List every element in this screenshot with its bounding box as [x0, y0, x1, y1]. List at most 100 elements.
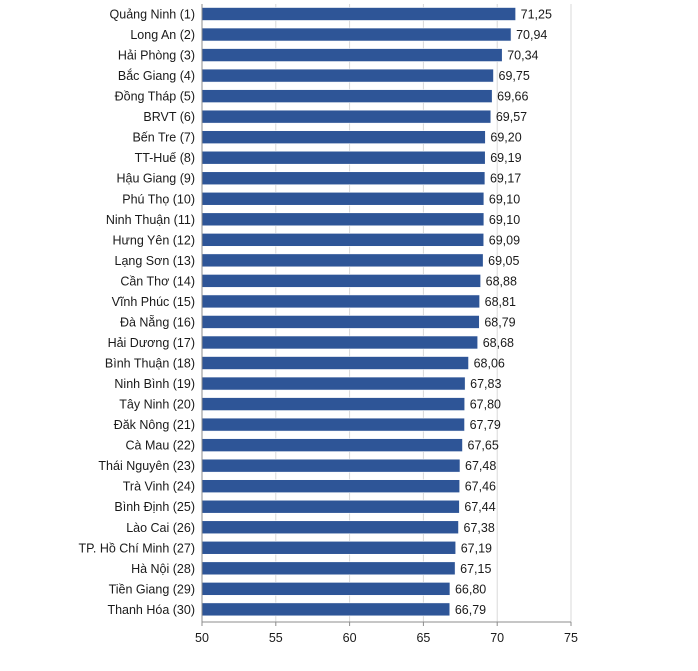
x-tick-label: 70	[490, 631, 504, 645]
category-label: Ninh Thuận (11)	[106, 213, 195, 227]
value-label: 67,79	[470, 418, 501, 432]
category-label: Bình Thuận (18)	[105, 357, 195, 371]
value-label: 69,10	[489, 213, 520, 227]
value-label: 68,06	[474, 357, 505, 371]
bar	[201, 561, 456, 576]
value-label: 70,34	[507, 49, 538, 63]
category-label: Phú Thọ (10)	[122, 192, 195, 206]
value-label: 66,79	[455, 603, 486, 617]
category-label: Hưng Yên (12)	[113, 233, 196, 247]
bar	[201, 48, 503, 62]
value-label: 67,46	[465, 480, 496, 494]
bar	[201, 294, 480, 309]
bar	[201, 171, 486, 186]
value-label: 71,25	[521, 8, 552, 22]
category-label: Cần Thơ (14)	[120, 274, 195, 288]
category-label: Tây Ninh (20)	[119, 398, 195, 412]
value-label: 69,10	[489, 192, 520, 206]
category-label: TP. Hồ Chí Minh (27)	[79, 541, 195, 555]
category-label: Thái Nguyên (23)	[98, 459, 195, 473]
x-tick-label: 65	[416, 631, 430, 645]
value-label: 67,48	[465, 459, 496, 473]
category-label: Long An (2)	[130, 28, 195, 42]
value-label: 68,79	[484, 315, 515, 329]
bar	[201, 540, 457, 555]
bar	[201, 397, 466, 411]
value-label: 70,94	[516, 28, 547, 42]
value-label: 66,80	[455, 582, 486, 596]
value-label: 69,09	[489, 233, 520, 247]
bar	[201, 582, 451, 596]
bar	[201, 417, 465, 432]
bar	[201, 212, 485, 227]
value-label: 67,19	[461, 541, 492, 555]
value-label: 69,66	[497, 90, 528, 104]
category-label: Thanh Hóa (30)	[107, 603, 195, 617]
category-label: Tiền Giang (29)	[109, 582, 195, 596]
value-label: 68,81	[485, 295, 516, 309]
category-label: Quảng Ninh (1)	[110, 8, 195, 22]
value-label: 67,15	[460, 562, 491, 576]
category-label: Bình Định (25)	[114, 500, 195, 514]
bar	[201, 335, 479, 350]
bar	[201, 499, 460, 514]
value-label: 67,38	[464, 521, 495, 535]
bar	[201, 253, 484, 268]
category-label: Ninh Bình (19)	[114, 377, 195, 391]
bar	[201, 89, 493, 103]
bar	[201, 233, 485, 247]
value-label: 68,68	[483, 336, 514, 350]
bar	[201, 68, 494, 83]
value-label: 69,75	[499, 69, 530, 83]
category-label: Đăk Nông (21)	[114, 418, 195, 432]
bar	[201, 7, 516, 21]
category-label: Cà Mau (22)	[126, 439, 195, 453]
category-label: Đà Nẵng (16)	[120, 314, 195, 329]
category-label: Đồng Tháp (5)	[115, 90, 195, 104]
bar	[201, 315, 480, 329]
bar	[201, 602, 451, 617]
category-label: Hải Phòng (3)	[118, 49, 195, 63]
category-label: TT-Huế (8)	[135, 151, 195, 165]
category-label: Hải Dương (17)	[108, 336, 195, 350]
value-label: 67,80	[470, 398, 501, 412]
x-tick-label: 50	[195, 631, 209, 645]
bar	[201, 274, 481, 288]
bar	[201, 109, 492, 124]
category-label: Trà Vinh (24)	[123, 480, 195, 494]
value-label: 68,88	[486, 274, 517, 288]
category-label: Hà Nội (28)	[131, 562, 195, 576]
bar	[201, 130, 486, 144]
category-label: Hậu Giang (9)	[116, 172, 195, 186]
category-label: Lạng Sơn (13)	[115, 254, 195, 268]
bar	[201, 376, 466, 391]
value-label: 67,65	[468, 439, 499, 453]
x-axis: 50 55 60 65 70 75	[195, 4, 578, 645]
bar	[201, 356, 469, 370]
bars	[201, 7, 516, 617]
value-label: 69,20	[490, 131, 521, 145]
value-labels: 71,25 70,94 70,34 69,75 69,66 69,57 69,20 69,19…	[455, 8, 552, 617]
bar	[201, 150, 486, 165]
bar	[201, 191, 485, 206]
bar	[201, 520, 459, 535]
bar	[201, 27, 512, 42]
x-tick-label: 75	[564, 631, 578, 645]
category-labels: Quảng Ninh (1) Long An (2) Hải Phòng (3) Bắ…	[79, 8, 195, 617]
x-tick-label: 55	[269, 631, 283, 645]
value-label: 67,83	[470, 377, 501, 391]
value-label: 69,57	[496, 110, 527, 124]
x-tick-label: 60	[343, 631, 357, 645]
grid-lines	[275, 4, 572, 622]
bar	[201, 458, 461, 473]
value-label: 69,17	[490, 172, 521, 186]
category-label: BRVT (6)	[143, 110, 195, 124]
category-label: Vĩnh Phúc (15)	[112, 295, 195, 309]
category-label: Bến Tre (7)	[132, 131, 195, 145]
category-label: Lào Cai (26)	[126, 521, 195, 535]
value-label: 67,44	[464, 500, 495, 514]
bar	[201, 438, 463, 452]
category-label: Bắc Giang (4)	[118, 68, 195, 83]
value-label: 69,05	[488, 254, 519, 268]
